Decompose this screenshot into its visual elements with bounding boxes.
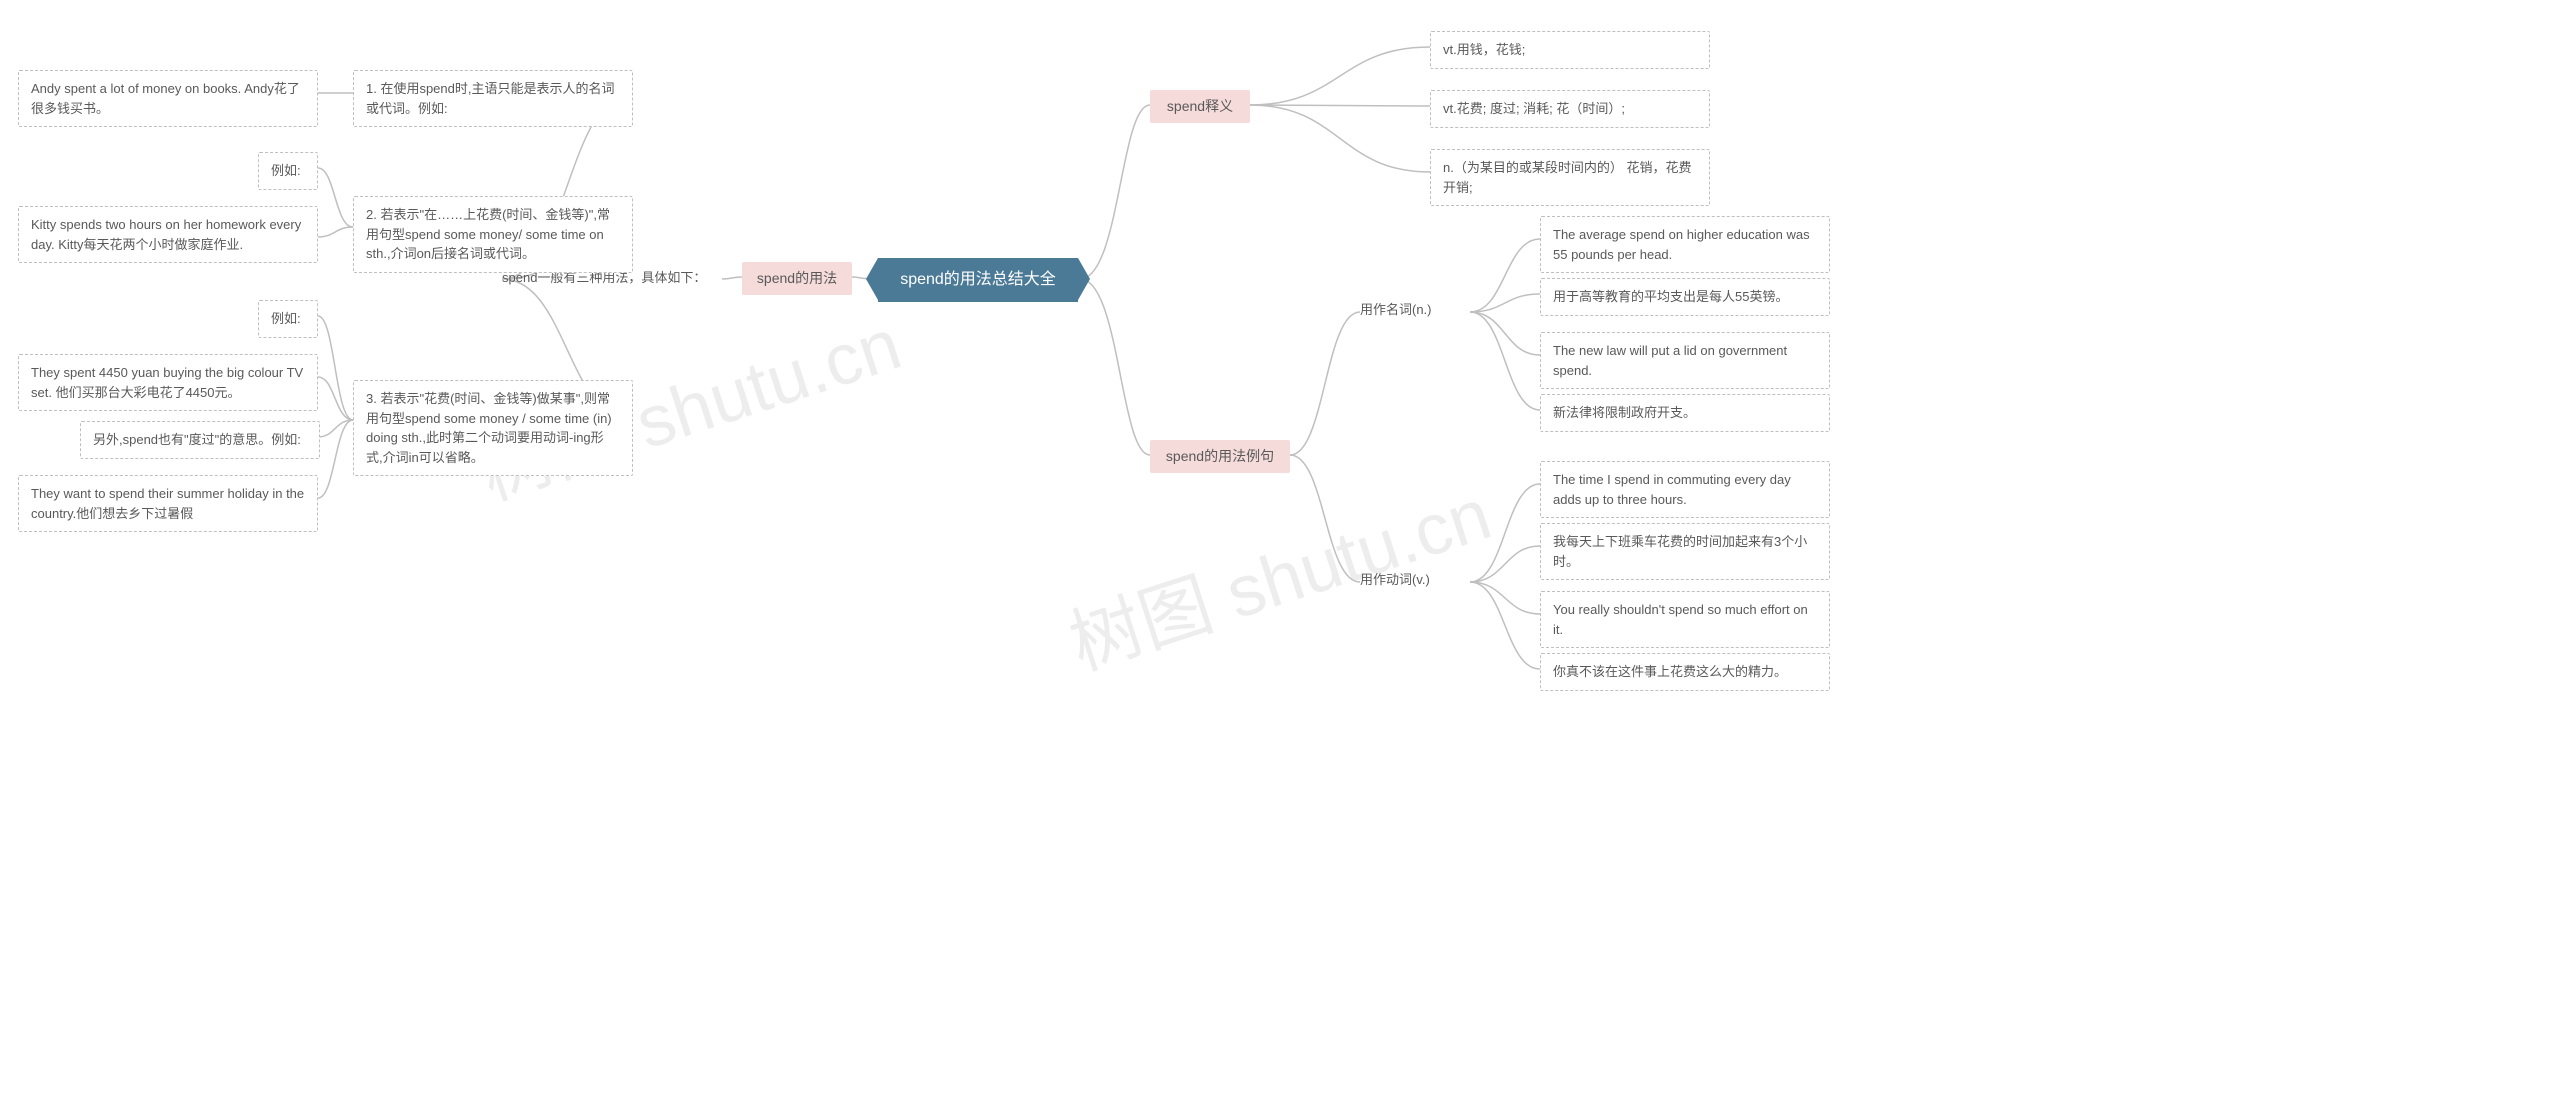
- examples-verb-label: 用作动词(v.): [1360, 570, 1470, 590]
- verb-ex-1: The time I spend in commuting every day …: [1540, 461, 1830, 518]
- usage-1: 1. 在使用spend时,主语只能是表示人的名词或代词。例如:: [353, 70, 633, 127]
- noun-ex-4: 新法律将限制政府开支。: [1540, 394, 1830, 432]
- verb-ex-2: 我每天上下班乘车花费的时间加起来有3个小时。: [1540, 523, 1830, 580]
- usage-3-ex3: They want to spend their summer holiday …: [18, 475, 318, 532]
- verb-ex-3: You really shouldn't spend so much effor…: [1540, 591, 1830, 648]
- meaning-leaf-1: vt.用钱，花钱;: [1430, 31, 1710, 69]
- root-node[interactable]: spend的用法总结大全: [878, 258, 1078, 302]
- meaning-leaf-2: vt.花费; 度过; 消耗; 花（时间）;: [1430, 90, 1710, 128]
- noun-ex-3: The new law will put a lid on government…: [1540, 332, 1830, 389]
- branch-meaning[interactable]: spend释义: [1150, 90, 1250, 123]
- connector-layer: [0, 0, 2560, 1094]
- verb-ex-4: 你真不该在这件事上花费这么大的精力。: [1540, 653, 1830, 691]
- meaning-leaf-3: n.（为某目的或某段时间内的） 花销，花费开销;: [1430, 149, 1710, 206]
- usage-1-ex: Andy spent a lot of money on books. Andy…: [18, 70, 318, 127]
- usage-3: 3. 若表示"花费(时间、金钱等)做某事",则常用句型spend some mo…: [353, 380, 633, 476]
- noun-ex-2: 用于高等教育的平均支出是每人55英镑。: [1540, 278, 1830, 316]
- usage-3-ex2: 另外,spend也有"度过"的意思。例如:: [80, 421, 320, 459]
- usage-2-eg-label: 例如:: [258, 152, 318, 190]
- usage-3-ex1: They spent 4450 yuan buying the big colo…: [18, 354, 318, 411]
- usage-2: 2. 若表示"在……上花费(时间、金钱等)",常用句型spend some mo…: [353, 196, 633, 273]
- examples-noun-label: 用作名词(n.): [1360, 300, 1470, 320]
- branch-examples[interactable]: spend的用法例句: [1150, 440, 1290, 473]
- noun-ex-1: The average spend on higher education wa…: [1540, 216, 1830, 273]
- branch-usage[interactable]: spend的用法: [742, 262, 852, 295]
- usage-2-ex: Kitty spends two hours on her homework e…: [18, 206, 318, 263]
- usage-3-eg-label: 例如:: [258, 300, 318, 338]
